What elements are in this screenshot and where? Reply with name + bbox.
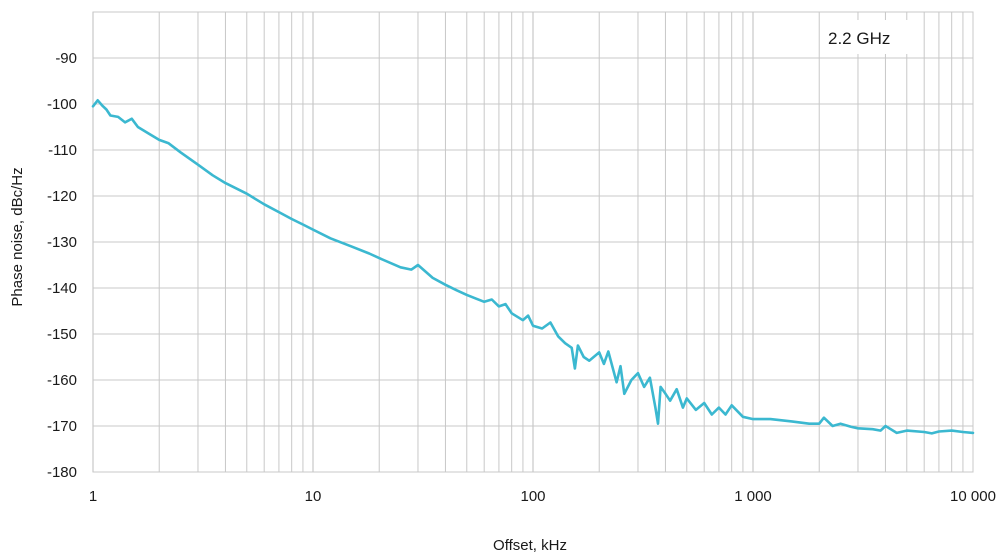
x-tick-label: 10 000 [950,488,996,505]
y-tick-label: -160 [47,372,77,389]
annotation-text: 2.2 GHz [828,29,890,48]
y-tick-label: -110 [48,142,77,159]
y-tick-labels: -180 -170 -160 -150 -140 -130 -120 -110 -100 -90 [47,50,77,481]
y-tick-label: -180 [47,464,77,481]
y-tick-label: -130 [47,234,77,251]
x-tick-labels: 1 10 100 1 000 10 000 [89,488,996,505]
phase-noise-line [91,99,975,435]
annotation-background [821,20,913,54]
x-tick-label: 10 [305,488,322,505]
grid [92,11,974,473]
y-tick-label: -140 [47,280,77,297]
frequency-annotation: 2.2 GHz [821,20,913,54]
y-tick-label: -100 [47,96,77,113]
x-tick-label: 100 [520,488,545,505]
x-tick-label: 1 000 [734,488,772,505]
y-tick-label: -120 [47,188,77,205]
x-axis-title: Offset, kHz [493,537,567,554]
y-tick-label: -170 [47,418,77,435]
y-axis-title: Phase noise, dBc/Hz [9,167,26,306]
plot-area [91,99,975,435]
x-tick-label: 1 [89,488,97,505]
y-tick-label: -150 [47,326,77,343]
y-tick-label: -90 [55,50,77,67]
